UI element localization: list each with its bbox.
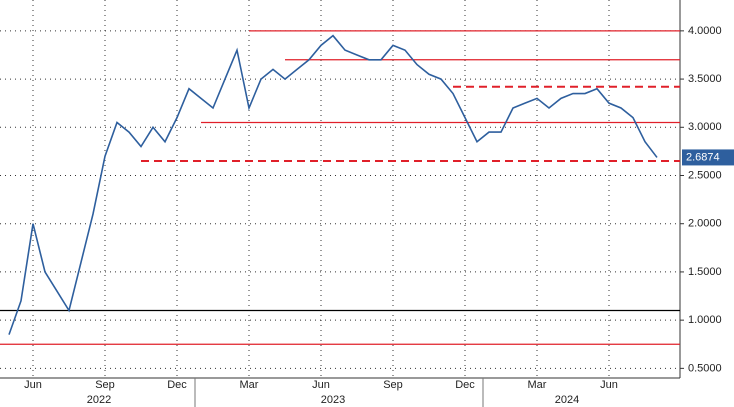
year-label: 2023: [321, 394, 345, 406]
x-tick-label: Jun: [312, 379, 330, 391]
y-tick-label: 1.5000: [688, 266, 722, 278]
x-tick-label: Mar: [240, 379, 259, 391]
x-tick-label: Dec: [455, 379, 475, 391]
x-tick-label: Dec: [167, 379, 187, 391]
y-tick-label: 3.5000: [688, 73, 722, 85]
x-tick-label: Sep: [383, 379, 403, 391]
y-tick-label: 3.0000: [688, 121, 722, 133]
x-tick-label: Sep: [95, 379, 115, 391]
y-tick-label: 2.0000: [688, 218, 722, 230]
y-tick-label: 4.0000: [688, 25, 722, 37]
line-series: [8, 34, 658, 335]
x-tick-label: Jun: [600, 379, 618, 391]
year-label: 2024: [555, 394, 579, 406]
x-tick-label: Jun: [24, 379, 42, 391]
y-tick-label: 0.5000: [688, 362, 722, 374]
last-value-label: 2.6874: [686, 151, 720, 163]
y-tick-label: 1.0000: [688, 314, 722, 326]
y-tick-label: 2.5000: [688, 169, 722, 181]
x-tick-label: Mar: [528, 379, 547, 391]
last-value-box: [682, 149, 734, 166]
year-label: 2022: [87, 394, 111, 406]
